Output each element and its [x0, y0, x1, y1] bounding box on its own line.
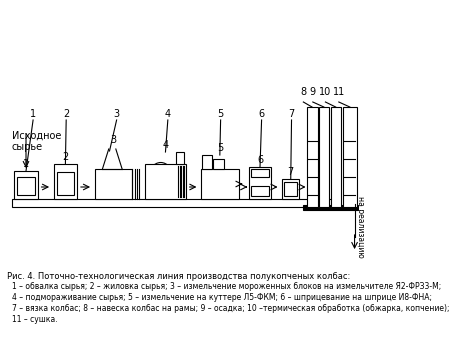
- Text: 11: 11: [333, 87, 345, 97]
- Bar: [307, 107, 318, 207]
- Bar: [14, 171, 38, 199]
- Text: 10: 10: [319, 87, 332, 97]
- Text: 9: 9: [310, 87, 316, 97]
- Bar: [343, 107, 357, 207]
- Text: на реализацию: на реализацию: [356, 196, 365, 258]
- Text: 1: 1: [23, 159, 29, 169]
- Bar: [331, 107, 341, 207]
- Bar: [251, 169, 269, 177]
- Bar: [54, 164, 77, 199]
- Text: 6: 6: [258, 109, 265, 119]
- Text: 8: 8: [300, 87, 306, 97]
- Bar: [303, 205, 359, 210]
- Bar: [57, 172, 74, 195]
- Text: 7: 7: [288, 109, 295, 119]
- Text: 4: 4: [162, 140, 168, 150]
- Text: 11 – сушка.: 11 – сушка.: [12, 315, 57, 324]
- Text: 7 – вязка колбас; 8 – навеска колбас на рамы; 9 – осадка; 10 –термическая обрабо: 7 – вязка колбас; 8 – навеска колбас на …: [12, 304, 450, 313]
- Bar: [251, 186, 269, 196]
- Bar: [249, 167, 271, 199]
- Text: 3: 3: [114, 109, 120, 119]
- Bar: [213, 159, 224, 169]
- Bar: [177, 152, 184, 164]
- Bar: [282, 179, 299, 199]
- Text: 4: 4: [165, 109, 171, 119]
- Text: 5: 5: [217, 109, 224, 119]
- Text: Рис. 4. Поточно-технологическая линия производства полукопченых колбас:: Рис. 4. Поточно-технологическая линия пр…: [7, 272, 350, 281]
- Bar: [202, 155, 212, 169]
- Bar: [145, 164, 186, 199]
- Bar: [319, 107, 329, 207]
- Text: 6: 6: [257, 155, 263, 165]
- Text: 1: 1: [30, 109, 36, 119]
- Bar: [95, 169, 132, 199]
- Text: 3: 3: [111, 135, 116, 145]
- Bar: [284, 182, 297, 196]
- Bar: [201, 169, 239, 199]
- Bar: [12, 199, 331, 207]
- Text: 7: 7: [288, 167, 294, 177]
- Text: Исходное
сырье: Исходное сырье: [12, 130, 61, 152]
- Bar: [17, 177, 35, 195]
- Text: 2: 2: [63, 109, 69, 119]
- Text: 4 – подмораживание сырья; 5 – измельчение на куттере Л5-ФКМ; 6 – шприцевание на : 4 – подмораживание сырья; 5 – измельчени…: [12, 293, 432, 302]
- Text: 2: 2: [62, 152, 69, 162]
- Text: 1 – обвалка сырья; 2 – жиловка сырья; 3 – измельчение мороженных блоков на измел: 1 – обвалка сырья; 2 – жиловка сырья; 3 …: [12, 282, 441, 291]
- Text: 5: 5: [217, 143, 223, 153]
